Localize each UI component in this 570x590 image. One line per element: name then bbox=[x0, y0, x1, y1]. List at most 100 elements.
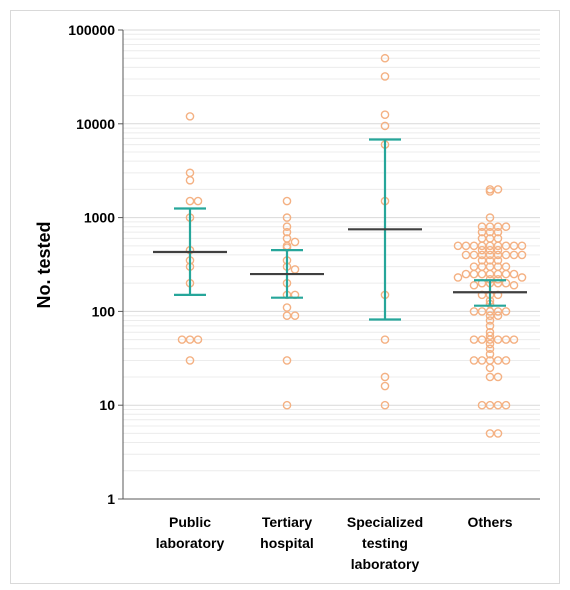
y-tick-label: 1 bbox=[107, 491, 115, 507]
data-point bbox=[380, 372, 390, 382]
data-point bbox=[485, 349, 495, 359]
data-point bbox=[282, 356, 292, 365]
data-point bbox=[509, 241, 519, 251]
data-point bbox=[282, 213, 292, 222]
data-point bbox=[485, 250, 495, 260]
data-point bbox=[493, 429, 503, 438]
y-tick-label: 100000 bbox=[68, 22, 115, 38]
axes bbox=[118, 29, 540, 500]
data-point bbox=[501, 400, 511, 410]
data-point bbox=[493, 269, 503, 279]
data-point bbox=[485, 256, 495, 265]
data-point bbox=[461, 241, 471, 251]
data-point bbox=[485, 429, 495, 438]
data-point bbox=[477, 356, 487, 365]
data-point bbox=[493, 227, 503, 237]
data-point bbox=[290, 311, 300, 320]
y-tick-label: 1000 bbox=[84, 210, 115, 226]
data-point bbox=[282, 311, 292, 320]
data-point bbox=[509, 335, 519, 344]
data-point bbox=[493, 307, 503, 316]
data-point bbox=[477, 227, 487, 237]
data-point bbox=[501, 269, 511, 279]
data-point bbox=[477, 269, 487, 279]
y-axis-title: No. tested bbox=[34, 221, 54, 308]
data-point bbox=[485, 307, 495, 316]
category-label: laboratory bbox=[351, 556, 420, 572]
data-point bbox=[453, 273, 463, 282]
data-point bbox=[477, 241, 487, 251]
data-point bbox=[380, 72, 390, 81]
data-point bbox=[493, 311, 503, 320]
category-labels: Public laboratory Tertiary hospital Speciali… bbox=[156, 514, 513, 572]
data-point bbox=[282, 222, 292, 231]
data-point bbox=[493, 372, 503, 382]
data-point bbox=[485, 316, 495, 325]
y-tick-label: 100 bbox=[92, 303, 116, 319]
data-point bbox=[485, 222, 495, 231]
category-label: laboratory bbox=[156, 535, 225, 551]
data-point bbox=[469, 335, 479, 344]
data-point bbox=[501, 335, 511, 344]
data-point bbox=[493, 335, 503, 344]
data-point bbox=[517, 241, 527, 251]
data-point bbox=[493, 256, 503, 265]
data-points bbox=[177, 53, 527, 438]
data-point bbox=[477, 400, 487, 410]
data-point bbox=[493, 245, 503, 255]
data-point bbox=[493, 185, 503, 194]
data-point bbox=[493, 400, 503, 410]
y-tick-label: 10000 bbox=[76, 116, 115, 132]
data-point bbox=[461, 269, 471, 279]
data-point bbox=[485, 245, 495, 255]
data-point bbox=[485, 311, 495, 320]
data-point bbox=[193, 196, 203, 206]
data-point bbox=[493, 241, 503, 251]
category-label: Others bbox=[467, 514, 512, 530]
data-point bbox=[485, 269, 495, 279]
data-point bbox=[469, 250, 479, 260]
data-point bbox=[485, 321, 495, 331]
data-point bbox=[282, 400, 292, 410]
data-point bbox=[477, 307, 487, 316]
data-point bbox=[509, 269, 519, 279]
data-point bbox=[485, 335, 495, 344]
data-point bbox=[185, 175, 195, 185]
data-point bbox=[485, 400, 495, 410]
data-point bbox=[469, 356, 479, 365]
data-point bbox=[485, 339, 495, 349]
data-point bbox=[517, 273, 527, 282]
data-point bbox=[485, 227, 495, 237]
data-point bbox=[517, 250, 527, 260]
data-point bbox=[501, 356, 511, 365]
data-point bbox=[282, 227, 292, 237]
data-point bbox=[453, 241, 463, 251]
data-point bbox=[509, 250, 519, 260]
data-point bbox=[501, 222, 511, 231]
data-point bbox=[485, 187, 495, 196]
data-point bbox=[501, 250, 511, 260]
error-bars bbox=[153, 138, 527, 321]
data-point bbox=[185, 335, 195, 344]
data-point bbox=[477, 222, 487, 231]
data-point bbox=[469, 280, 479, 290]
data-point bbox=[380, 121, 390, 131]
data-point bbox=[469, 241, 479, 251]
category-label: testing bbox=[362, 535, 408, 551]
data-point bbox=[290, 237, 300, 247]
data-point bbox=[469, 307, 479, 316]
data-point bbox=[185, 112, 195, 121]
data-point bbox=[485, 331, 495, 341]
data-point bbox=[485, 344, 495, 354]
data-point bbox=[485, 372, 495, 382]
data-point bbox=[380, 110, 390, 120]
data-point bbox=[380, 335, 390, 344]
data-point bbox=[461, 250, 471, 260]
data-point bbox=[485, 241, 495, 251]
data-point bbox=[193, 335, 203, 344]
data-point bbox=[477, 250, 487, 260]
data-point bbox=[477, 256, 487, 265]
data-point bbox=[177, 335, 187, 344]
y-tick-label: 10 bbox=[99, 397, 115, 413]
